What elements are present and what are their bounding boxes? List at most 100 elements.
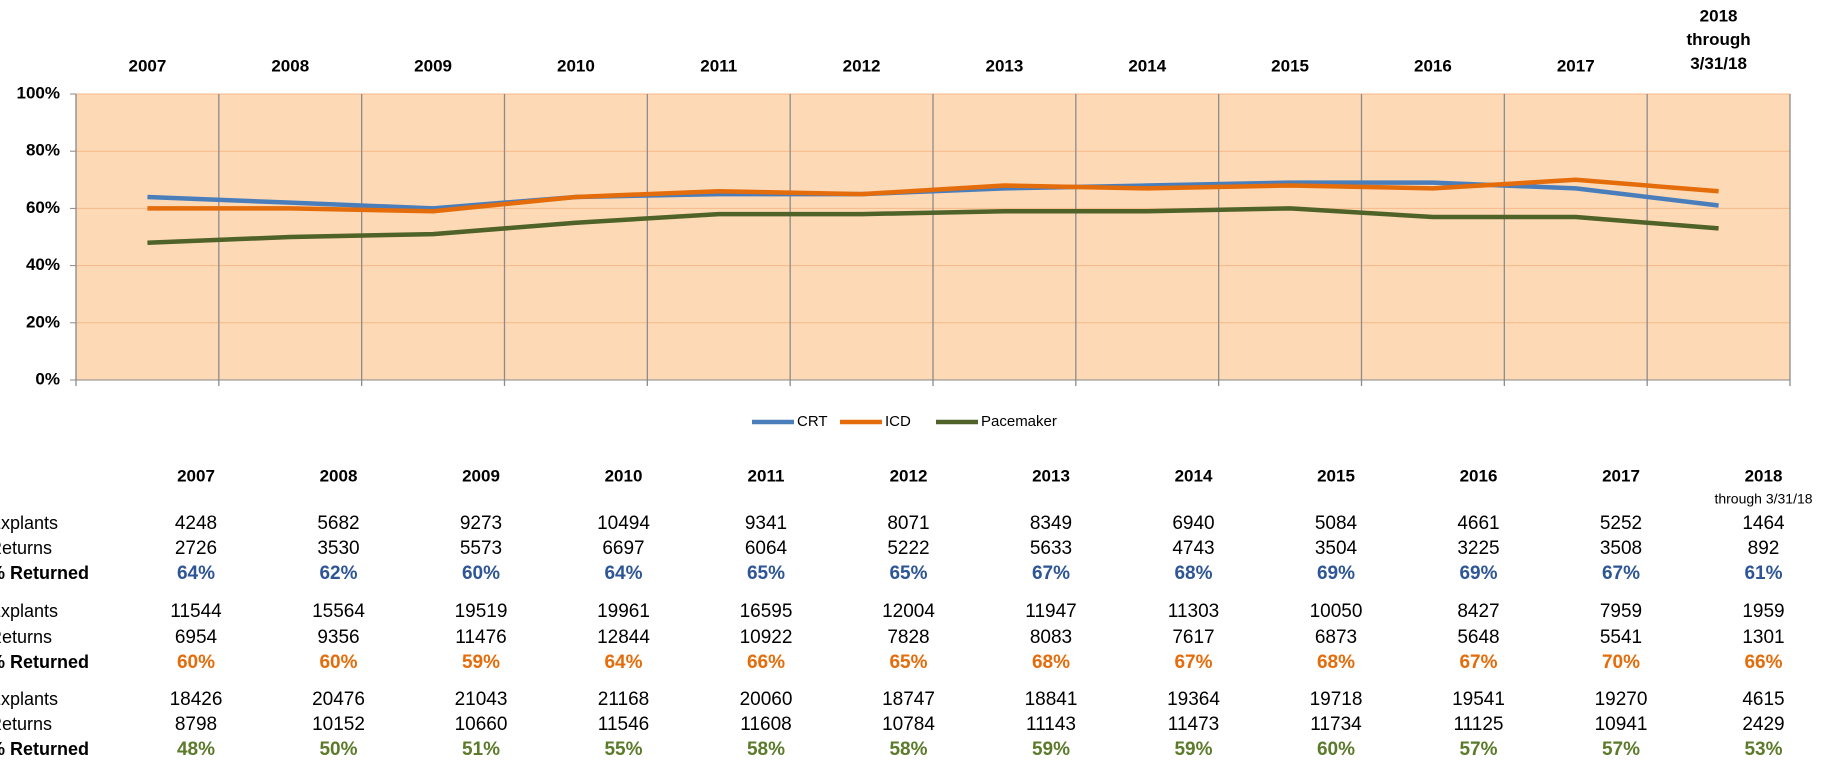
table-cell: 21043 (455, 689, 508, 710)
table-cell: 10050 (1310, 601, 1363, 622)
table-cell: 4661 (1457, 513, 1499, 534)
table-cell: 18426 (170, 689, 223, 710)
table-cell: 5633 (1030, 538, 1072, 559)
percent-cell: 66% (1744, 652, 1782, 673)
percent-cell: 65% (747, 563, 785, 584)
table-header: 2011 (748, 466, 785, 485)
x-tick-label: 2016 (1414, 56, 1452, 75)
table-cell: 5573 (460, 538, 502, 559)
table-cell: 8071 (887, 513, 929, 534)
table-cell: 11608 (740, 714, 791, 735)
x-tick-label: 2015 (1271, 56, 1309, 75)
percent-cell: 58% (747, 739, 785, 760)
table-header: 2013 (1032, 466, 1070, 485)
table-cell: 10922 (740, 627, 793, 648)
row-label: % Returned (0, 652, 89, 672)
table-cell: 5682 (317, 513, 359, 534)
percent-cell: 70% (1602, 652, 1640, 673)
table-cell: 1959 (1742, 601, 1784, 622)
table-cell: 2726 (175, 538, 217, 559)
percent-cell: 68% (1174, 563, 1212, 584)
percent-cell: 64% (604, 563, 642, 584)
row-label: Explants (0, 689, 58, 709)
x-tick-note: through 3/31/18 (1686, 30, 1751, 73)
y-tick-label: 60% (26, 198, 60, 217)
table-cell: 12004 (882, 601, 935, 622)
percent-cell: 60% (462, 563, 500, 584)
table-cell: 3504 (1315, 538, 1358, 559)
table-cell: 6064 (745, 538, 788, 559)
x-tick-label: 2012 (843, 56, 881, 75)
table-cell: 9341 (745, 513, 787, 534)
percent-cell: 59% (1174, 739, 1212, 760)
x-tick-label: 2009 (414, 56, 452, 75)
table-cell: 16595 (740, 601, 793, 622)
table-cell: 1464 (1742, 513, 1785, 534)
percent-cell: 55% (604, 739, 642, 760)
percent-cell: 61% (1744, 563, 1782, 584)
y-tick-label: 40% (26, 255, 60, 274)
table-cell: 10152 (312, 714, 365, 735)
table-header: 2010 (605, 466, 643, 485)
table-cell: 20476 (312, 689, 365, 710)
percent-cell: 67% (1602, 563, 1640, 584)
percent-cell: 60% (177, 652, 215, 673)
x-tick-label: 2008 (271, 56, 309, 75)
percent-cell: 62% (319, 563, 357, 584)
legend-label: ICD (885, 413, 911, 430)
table-cell: 9356 (317, 627, 359, 648)
table-cell: 19541 (1452, 689, 1505, 710)
percent-cell: 58% (889, 739, 927, 760)
x-tick-label: 2013 (986, 56, 1024, 75)
row-label: % Returned (0, 739, 89, 759)
table-cell: 7617 (1172, 627, 1214, 648)
x-tick-label: 2010 (557, 56, 595, 75)
table-cell: 3225 (1457, 538, 1499, 559)
row-label: Returns (0, 538, 52, 558)
y-tick-label: 20% (26, 312, 60, 331)
table-cell: 4615 (1742, 689, 1784, 710)
table-header: 2016 (1460, 466, 1498, 485)
table-cell: 18747 (882, 689, 935, 710)
row-label: Explants (0, 513, 58, 533)
table-cell: 12844 (597, 627, 650, 648)
table-cell: 3530 (317, 538, 359, 559)
percent-cell: 60% (319, 652, 357, 673)
percent-cell: 67% (1174, 652, 1212, 673)
percent-cell: 51% (462, 739, 500, 760)
table-header: 2014 (1175, 466, 1213, 485)
table-cell: 11143 (1026, 714, 1076, 735)
table-cell: 10941 (1595, 714, 1648, 735)
table-cell: 11476 (455, 627, 506, 648)
table-cell: 11473 (1168, 714, 1219, 735)
row-label: Returns (0, 714, 52, 734)
percent-cell: 66% (747, 652, 785, 673)
table-header: 2018 (1745, 466, 1783, 485)
table-cell: 6697 (602, 538, 644, 559)
series-line (147, 206, 1719, 245)
percent-cell: 53% (1744, 739, 1782, 760)
table-cell: 8427 (1457, 601, 1499, 622)
table-cell: 11947 (1025, 601, 1076, 622)
table-header: 2009 (462, 466, 500, 485)
x-tick-label: 2014 (1128, 56, 1166, 75)
row-label: Returns (0, 627, 52, 647)
x-tick-note-text: through 3/31/18 (1686, 30, 1751, 73)
table-cell: 6940 (1172, 513, 1214, 534)
y-tick-label: 0% (35, 369, 60, 388)
x-tick-label: 2017 (1557, 56, 1595, 75)
table-cell: 7828 (887, 627, 929, 648)
table-cell: 20060 (740, 689, 793, 710)
table-cell: 19961 (597, 601, 650, 622)
table-cell: 6954 (175, 627, 218, 648)
percent-cell: 65% (889, 563, 927, 584)
table-cell: 892 (1748, 538, 1780, 559)
percent-cell: 67% (1032, 563, 1070, 584)
percent-cell: 59% (1032, 739, 1070, 760)
percent-cell: 64% (177, 563, 215, 584)
percent-cell: 60% (1317, 739, 1355, 760)
table-header: 2015 (1317, 466, 1355, 485)
percent-cell: 65% (889, 652, 927, 673)
